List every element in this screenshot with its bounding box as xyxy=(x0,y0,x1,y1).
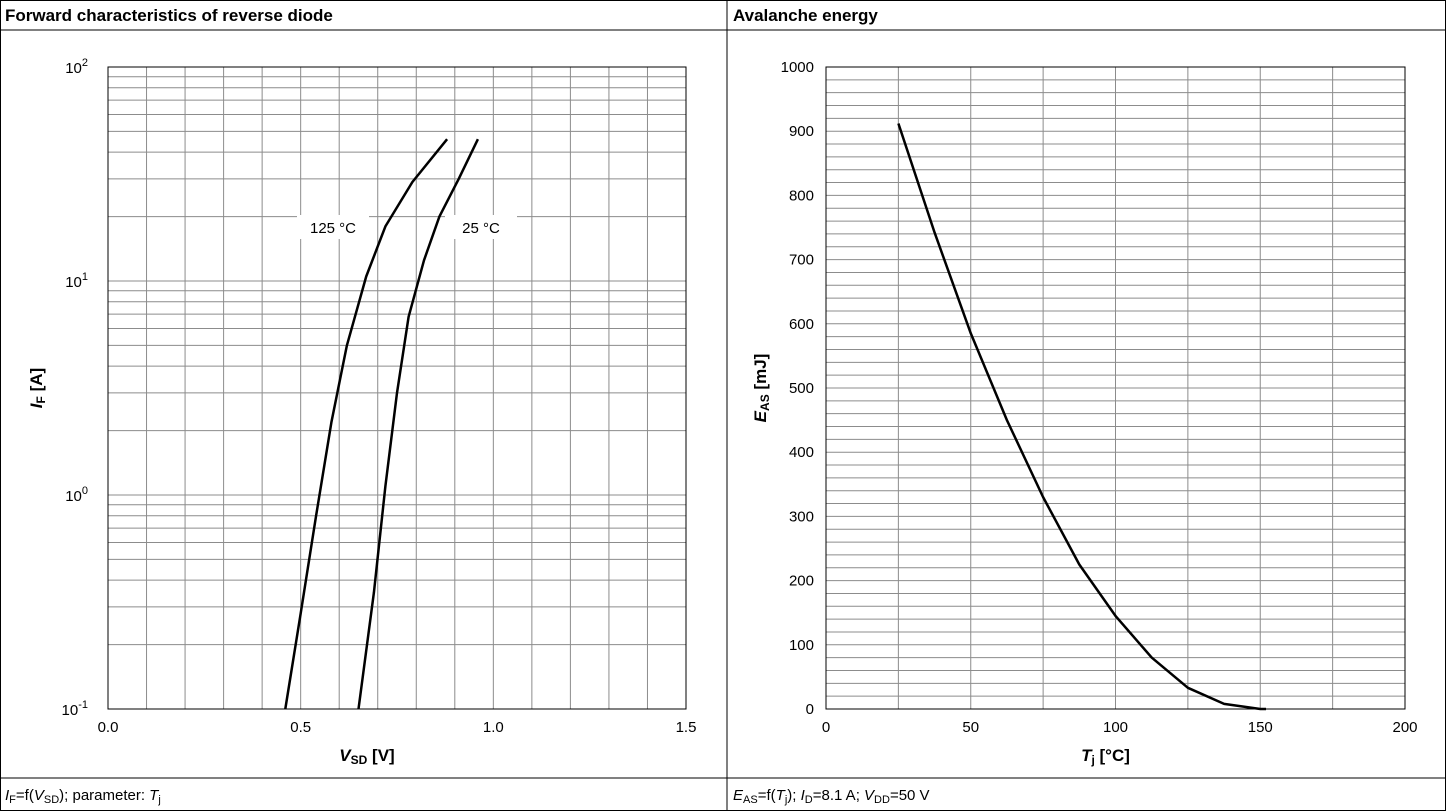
x-tick-label: 0.5 xyxy=(290,719,311,736)
series-line xyxy=(898,124,1266,710)
y-axis-label-group: EAS [mJ] xyxy=(751,354,772,423)
y-tick-label: 300 xyxy=(789,508,814,525)
y-tick-label: 500 xyxy=(789,380,814,397)
series-label: 125 °C xyxy=(310,220,356,237)
chart-forward-characteristics: 0.0 0.5 1.0 1.5 10-1 100 101 102 VSD [V] IF [A] 12… xyxy=(27,57,696,767)
y-tick-label: 700 xyxy=(789,252,814,269)
y-axis-label-group: IF [A] xyxy=(27,368,48,408)
y-tick-label: 900 xyxy=(789,123,814,140)
x-axis-label: Tj [°C] xyxy=(1081,746,1130,767)
y-tick-label: 800 xyxy=(789,187,814,204)
y-tick-label: 101 xyxy=(65,271,88,291)
y-tick-label: 600 xyxy=(789,316,814,333)
y-axis-label: IF [A] xyxy=(27,368,48,408)
x-tick-label: 1.0 xyxy=(483,719,504,736)
chart-avalanche-energy: 0 50 100 150 200 0 100 200 300 400 500 600 700 800 900… xyxy=(751,59,1418,767)
x-tick-label: 200 xyxy=(1392,719,1417,736)
x-tick-label: 150 xyxy=(1248,719,1273,736)
y-tick-label: 102 xyxy=(65,57,88,77)
panel-caption: IF=f(VSD); parameter: Tj xyxy=(5,787,161,806)
x-tick-label: 100 xyxy=(1103,719,1128,736)
x-tick-label: 0 xyxy=(822,719,830,736)
y-axis-label: EAS [mJ] xyxy=(751,354,772,423)
y-tick-label: 100 xyxy=(65,485,88,505)
x-tick-label: 1.5 xyxy=(676,719,697,736)
x-tick-label: 50 xyxy=(962,719,979,736)
y-tick-label: 1000 xyxy=(781,59,814,76)
y-tick-label: 100 xyxy=(789,637,814,654)
x-axis-label: VSD [V] xyxy=(339,746,394,767)
y-tick-label: 0 xyxy=(806,701,814,718)
x-tick-label: 0.0 xyxy=(98,719,119,736)
y-tick-label: 200 xyxy=(789,573,814,590)
y-tick-label: 400 xyxy=(789,444,814,461)
y-tick-label: 10-1 xyxy=(62,699,88,719)
series-label: 25 °C xyxy=(462,220,500,237)
panel-title: Forward characteristics of reverse diode xyxy=(5,6,333,25)
panel-caption: EAS=f(Tj); ID=8.1 A; VDD=50 V xyxy=(733,787,930,806)
panel-title: Avalanche energy xyxy=(733,6,878,25)
